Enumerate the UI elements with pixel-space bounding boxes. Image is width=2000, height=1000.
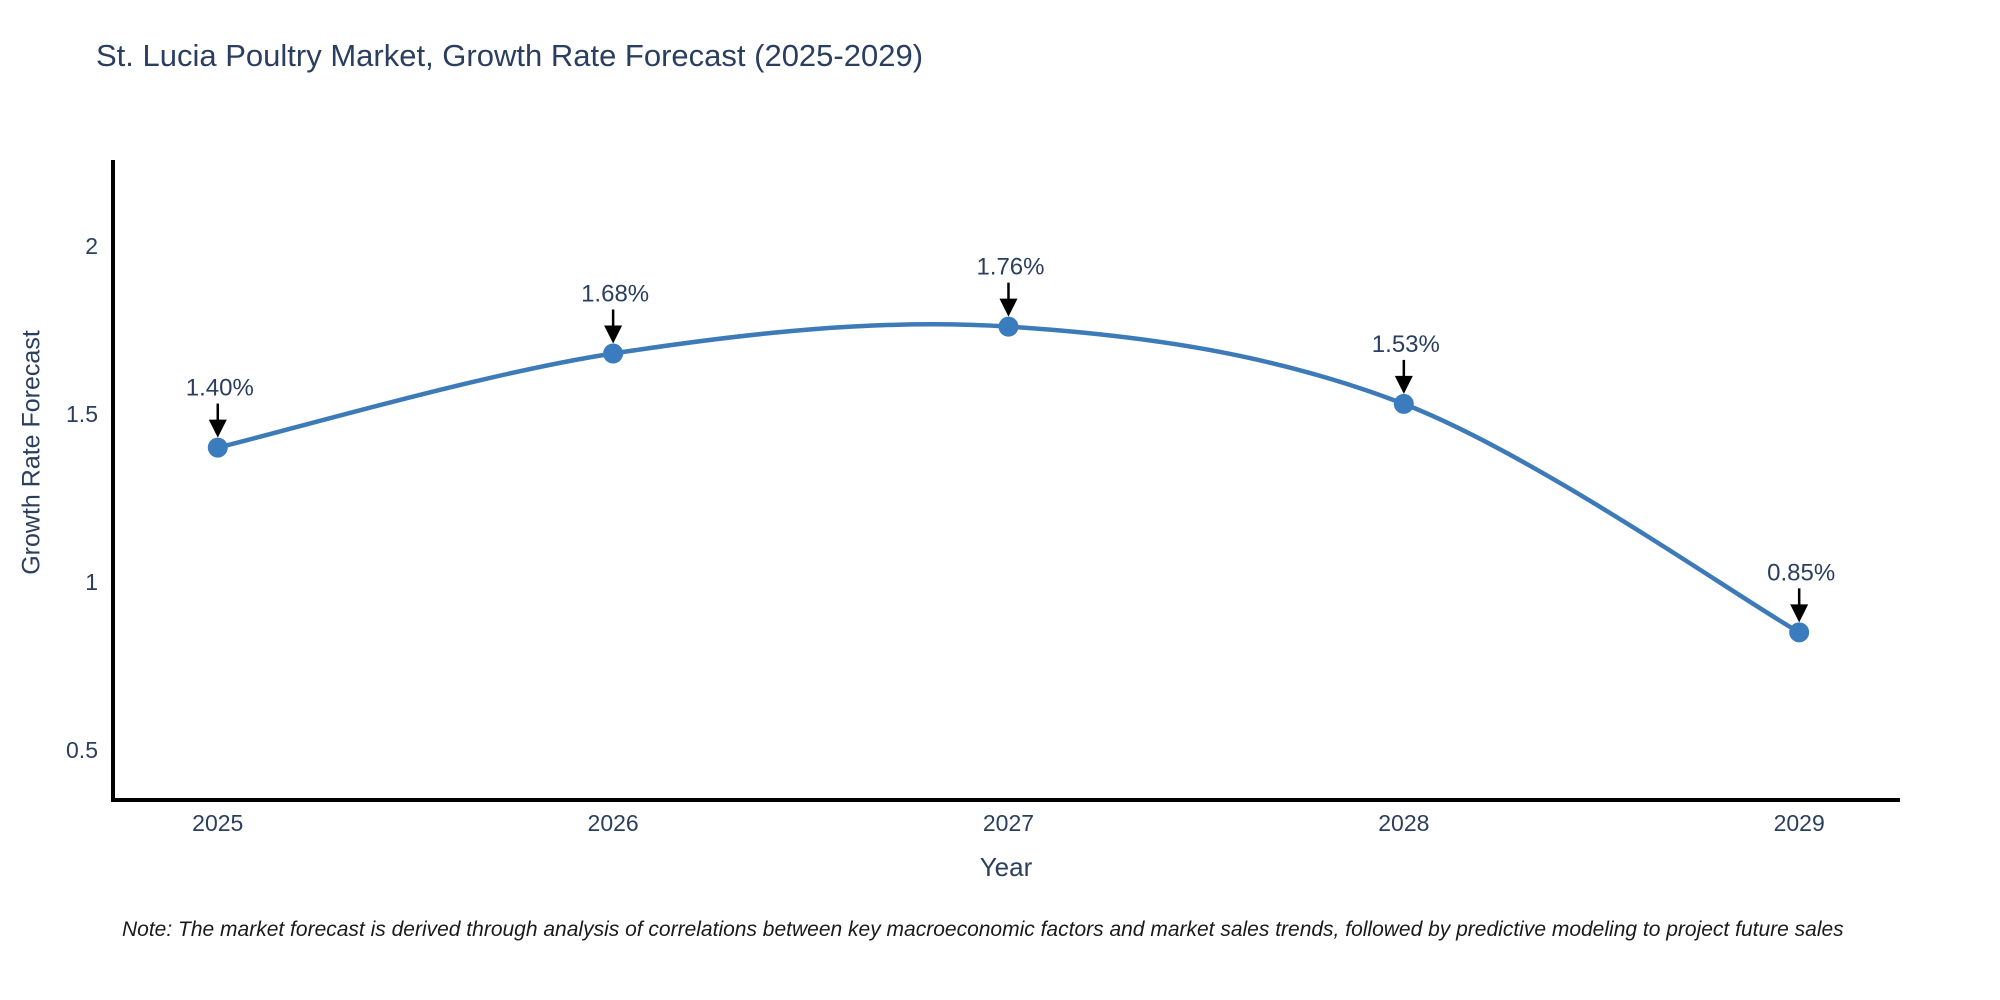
annotation-arrowhead bbox=[604, 325, 623, 344]
y-tick-label: 1.5 bbox=[66, 401, 98, 427]
annotation-arrowhead bbox=[999, 298, 1018, 317]
y-tick-label: 1 bbox=[85, 569, 98, 595]
y-tick-label: 2 bbox=[85, 233, 98, 259]
footnote: Note: The market forecast is derived thr… bbox=[122, 918, 1844, 941]
chart-title: St. Lucia Poultry Market, Growth Rate Fo… bbox=[96, 38, 924, 73]
data-point-marker bbox=[998, 316, 1019, 337]
data-point-label: 1.76% bbox=[976, 254, 1044, 281]
annotation-arrowhead bbox=[1790, 604, 1809, 623]
annotation-arrowhead bbox=[208, 419, 227, 438]
annotation-arrowhead bbox=[1394, 375, 1413, 394]
x-tick-label: 2029 bbox=[1774, 810, 1825, 836]
data-point-label: 1.53% bbox=[1372, 331, 1440, 358]
data-point-marker bbox=[603, 343, 624, 364]
x-tick-label: 2026 bbox=[588, 810, 639, 836]
data-point-marker bbox=[1393, 393, 1414, 414]
data-point-label: 1.40% bbox=[186, 375, 254, 402]
data-point-marker bbox=[1789, 622, 1810, 643]
x-axis-title: Year bbox=[979, 852, 1033, 882]
x-tick-label: 2025 bbox=[192, 810, 243, 836]
x-tick-label: 2028 bbox=[1378, 810, 1429, 836]
y-axis-title: Growth Rate Forecast bbox=[17, 330, 46, 575]
forecast-line bbox=[215, 321, 1802, 635]
data-point-marker bbox=[207, 437, 228, 458]
data-point-label: 0.85% bbox=[1767, 559, 1835, 586]
y-tick-label: 0.5 bbox=[66, 737, 98, 763]
x-tick-label: 2027 bbox=[983, 810, 1034, 836]
data-point-label: 1.68% bbox=[581, 281, 649, 308]
